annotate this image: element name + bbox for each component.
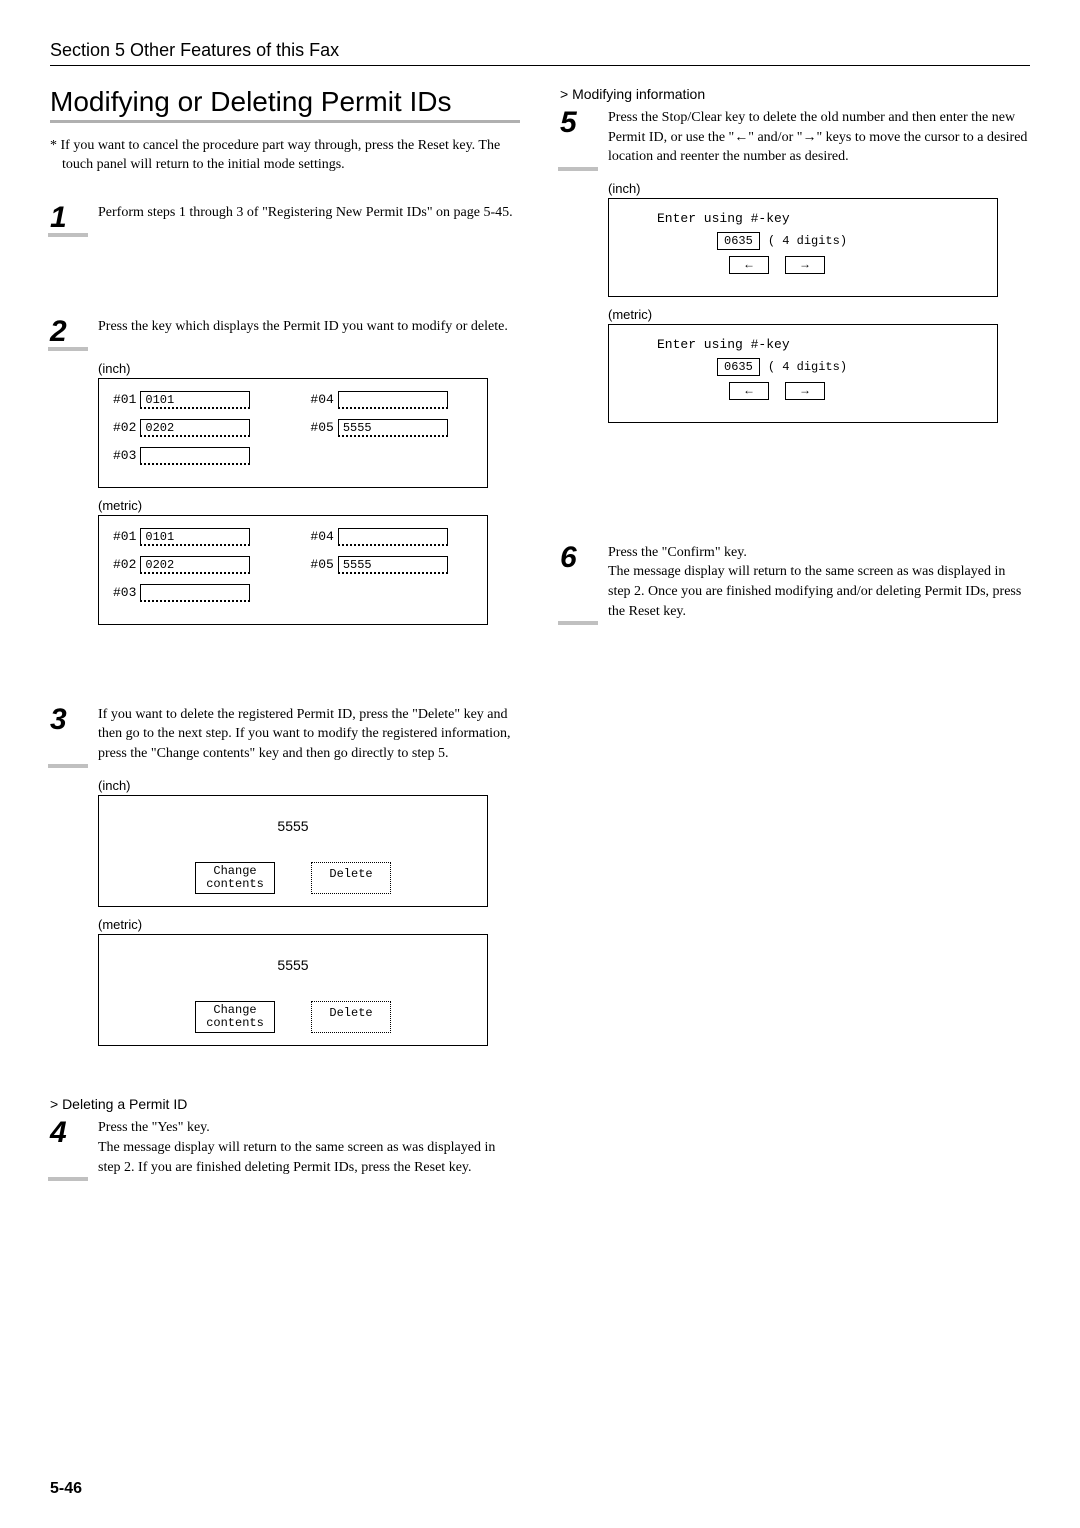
- step-number-4: 4: [50, 1118, 86, 1177]
- arrow-left-button[interactable]: ←: [729, 256, 769, 274]
- id-label: #03: [113, 585, 136, 600]
- right-column: > Modifying information 5 Press the Stop…: [560, 86, 1030, 1191]
- two-column-layout: Modifying or Deleting Permit IDs * If yo…: [50, 86, 1030, 1191]
- deleting-subhead: > Deleting a Permit ID: [50, 1096, 520, 1112]
- arrow-right-button[interactable]: →: [785, 382, 825, 400]
- id-label: #05: [310, 420, 333, 435]
- step-number-6: 6: [560, 543, 596, 621]
- enter-instruction: Enter using #-key: [657, 211, 977, 226]
- digit-hint: ( 4 digits): [768, 234, 847, 248]
- action-panel-metric: 5555 Change contents Delete: [98, 934, 488, 1046]
- current-value: 5555: [113, 818, 473, 834]
- left-column: Modifying or Deleting Permit IDs * If yo…: [50, 86, 520, 1191]
- id-panel-inch: #01 0101 #04 #02 0202 #05 5555 #03: [98, 378, 488, 488]
- id-label: #05: [310, 557, 333, 572]
- title-rule: [50, 120, 520, 123]
- id-label: #01: [113, 529, 136, 544]
- step-6-text: Press the "Confirm" key. The message dis…: [608, 543, 1030, 621]
- id-input[interactable]: [338, 528, 448, 546]
- step-4-text: Press the "Yes" key. The message display…: [98, 1118, 520, 1177]
- id-label: #02: [113, 557, 136, 572]
- id-input[interactable]: 0101: [140, 528, 250, 546]
- step-4: 4 Press the "Yes" key. The message displ…: [50, 1118, 520, 1177]
- current-value: 5555: [113, 957, 473, 973]
- modifying-subhead: > Modifying information: [560, 86, 1030, 102]
- id-input[interactable]: 0202: [140, 556, 250, 574]
- id-label: #01: [113, 392, 136, 407]
- section-header: Section 5 Other Features of this Fax: [50, 40, 1030, 66]
- arrow-right-button[interactable]: →: [785, 256, 825, 274]
- id-panel-metric: #01 0101 #04 #02 0202 #05 5555 #03: [98, 515, 488, 625]
- id-input[interactable]: 0101: [140, 391, 250, 409]
- id-label: #02: [113, 420, 136, 435]
- id-input[interactable]: 5555: [338, 419, 448, 437]
- digit-input[interactable]: 0635: [717, 232, 760, 250]
- enter-panel-metric: Enter using #-key 0635 ( 4 digits) ← →: [608, 324, 998, 423]
- enter-instruction: Enter using #-key: [657, 337, 977, 352]
- change-contents-button[interactable]: Change contents: [195, 1001, 275, 1033]
- id-input[interactable]: [140, 447, 250, 465]
- step-1-text: Perform steps 1 through 3 of "Registerin…: [98, 203, 520, 233]
- page-title: Modifying or Deleting Permit IDs: [50, 86, 520, 118]
- enter-panel-inch: Enter using #-key 0635 ( 4 digits) ← →: [608, 198, 998, 297]
- step-2-text: Press the key which displays the Permit …: [98, 317, 520, 347]
- step-number-3: 3: [50, 705, 86, 764]
- change-contents-button[interactable]: Change contents: [195, 862, 275, 894]
- step-5: 5 Press the Stop/Clear key to delete the…: [560, 108, 1030, 167]
- step-number-1: 1: [50, 203, 86, 233]
- step-2: 2 Press the key which displays the Permi…: [50, 317, 520, 347]
- delete-button[interactable]: Delete: [311, 862, 391, 894]
- id-input[interactable]: [338, 391, 448, 409]
- step-number-5: 5: [560, 108, 596, 167]
- step-number-2: 2: [50, 317, 86, 347]
- id-input[interactable]: 0202: [140, 419, 250, 437]
- delete-button[interactable]: Delete: [311, 1001, 391, 1033]
- step-6: 6 Press the "Confirm" key. The message d…: [560, 543, 1030, 621]
- arrow-left-button[interactable]: ←: [729, 382, 769, 400]
- digit-input[interactable]: 0635: [717, 358, 760, 376]
- id-label: #03: [113, 448, 136, 463]
- unit-label-inch-r: (inch): [608, 181, 1030, 196]
- unit-label-inch-2: (inch): [98, 778, 520, 793]
- unit-label-metric-r: (metric): [608, 307, 1030, 322]
- unit-label-metric: (metric): [98, 498, 520, 513]
- digit-hint: ( 4 digits): [768, 360, 847, 374]
- id-label: #04: [310, 392, 333, 407]
- unit-label-metric-2: (metric): [98, 917, 520, 932]
- id-label: #04: [310, 529, 333, 544]
- unit-label-inch: (inch): [98, 361, 520, 376]
- id-input[interactable]: 5555: [338, 556, 448, 574]
- step-3-text: If you want to delete the registered Per…: [98, 705, 520, 764]
- step-1: 1 Perform steps 1 through 3 of "Register…: [50, 203, 520, 233]
- id-input[interactable]: [140, 584, 250, 602]
- action-panel-inch: 5555 Change contents Delete: [98, 795, 488, 907]
- step-3: 3 If you want to delete the registered P…: [50, 705, 520, 764]
- page-number: 5-46: [50, 1480, 82, 1498]
- step-5-text: Press the Stop/Clear key to delete the o…: [608, 108, 1030, 167]
- cancel-note: * If you want to cancel the procedure pa…: [50, 137, 520, 175]
